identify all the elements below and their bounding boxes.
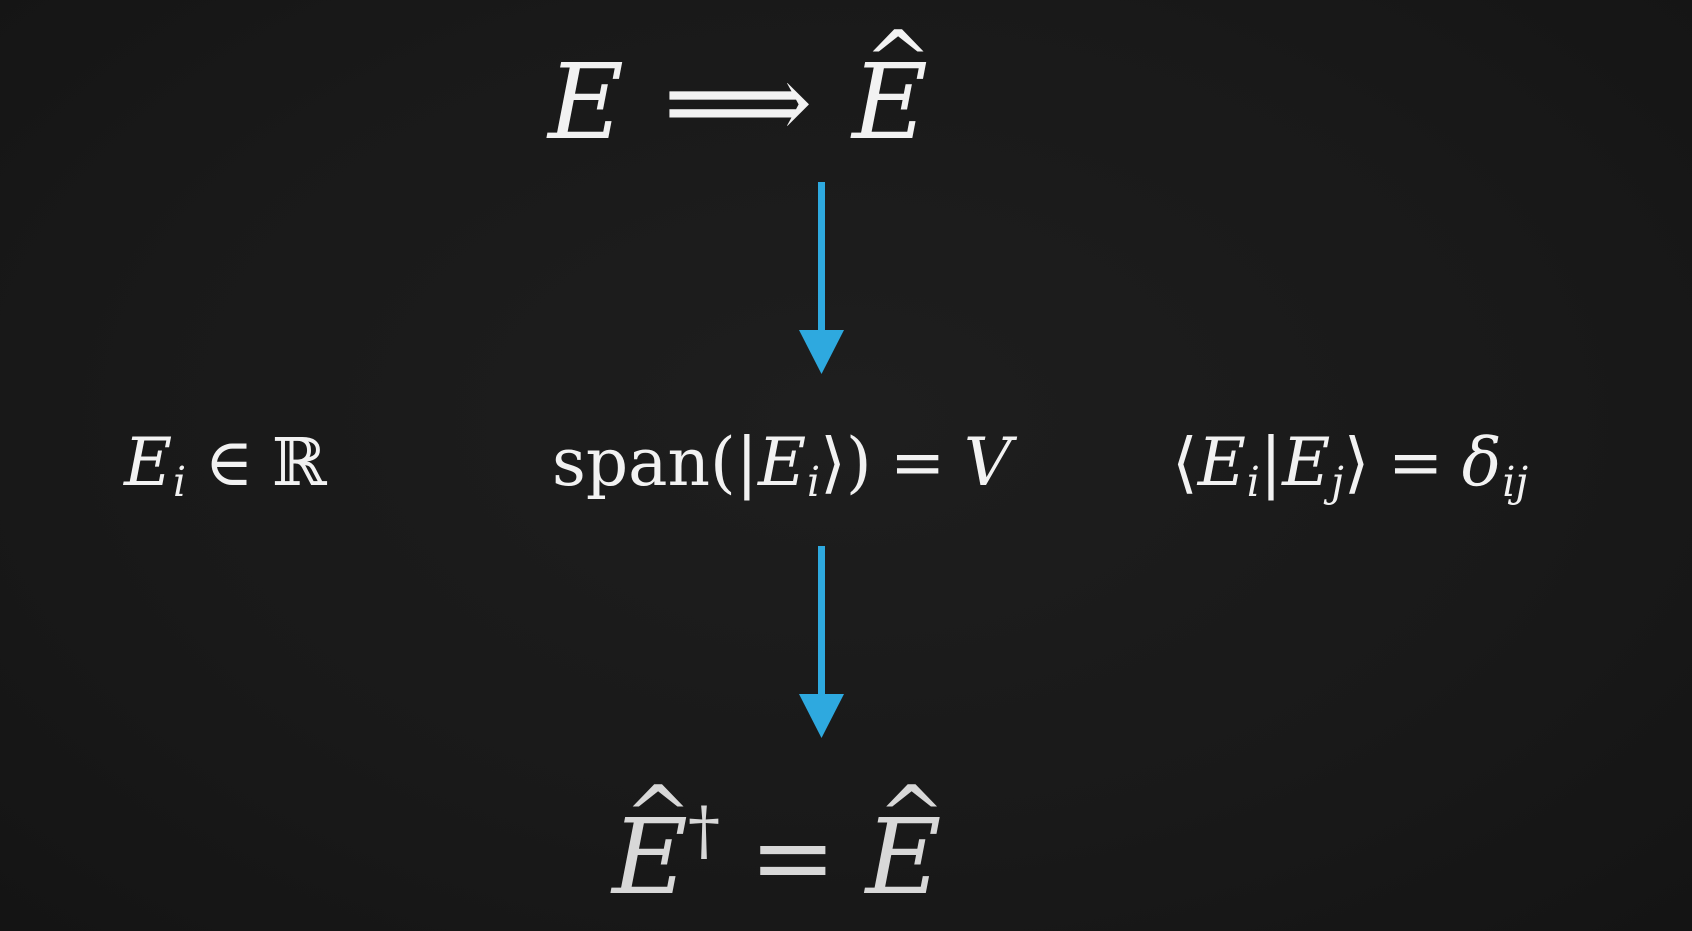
vector-space-symbol: V bbox=[963, 424, 1012, 501]
operator-letter-3: E bbox=[865, 795, 942, 918]
arrow-head-1 bbox=[799, 330, 844, 374]
equals-symbol: = bbox=[890, 424, 946, 501]
ket-symbol: E bbox=[757, 424, 807, 501]
bra-open: ⟨ bbox=[1172, 424, 1198, 501]
bra-symbol: E bbox=[1197, 424, 1246, 501]
ket-symbol-2: E bbox=[1282, 424, 1331, 501]
ket-index-2: j bbox=[1331, 458, 1344, 507]
observable-symbol: E bbox=[548, 41, 624, 163]
operator-letter-2: E bbox=[612, 795, 688, 918]
arrow-shaft-2 bbox=[818, 546, 825, 698]
eigenvectors-orthonormal: ⟨Ei|Ej⟩ = δij bbox=[1172, 430, 1528, 503]
kronecker-delta: δ bbox=[1461, 424, 1502, 501]
span-open: (| bbox=[709, 424, 758, 501]
span-close: ⟩) bbox=[820, 424, 872, 501]
element-of-symbol: ∈ bbox=[204, 424, 254, 501]
delta-index: ij bbox=[1502, 458, 1529, 507]
operator-symbol: ^ E bbox=[852, 22, 932, 154]
arrow-top-to-middle bbox=[799, 182, 844, 374]
real-numbers-symbol: ℝ bbox=[271, 424, 327, 501]
operator-letter: E bbox=[852, 41, 928, 163]
ket-close: ⟩ bbox=[1343, 424, 1370, 501]
span-function: span bbox=[552, 424, 710, 501]
hat-mark: ^ bbox=[864, 15, 933, 110]
operator-dagger-symbol: ^ E bbox=[612, 777, 692, 909]
bra-index: i bbox=[1246, 458, 1260, 507]
arrow-middle-to-bottom bbox=[799, 546, 844, 738]
implies-symbol: ⟹ bbox=[663, 41, 813, 163]
equals-symbol-2: = bbox=[1388, 424, 1444, 501]
hat-mark-3: ^ bbox=[877, 770, 946, 865]
equals-symbol-3: = bbox=[749, 795, 837, 918]
operator-implication: E ⟹ ^ E bbox=[548, 22, 932, 154]
dagger-symbol: † bbox=[687, 794, 721, 869]
hat-mark-2: ^ bbox=[624, 770, 693, 865]
eigenvalue-symbol: E bbox=[124, 424, 173, 501]
eigenvalue-index: i bbox=[173, 458, 187, 507]
arrow-shaft-1 bbox=[818, 182, 825, 334]
ket-index: i bbox=[806, 458, 821, 507]
hermitian-condition: ^ E† = ^ E bbox=[612, 777, 946, 909]
arrow-head-2 bbox=[799, 694, 844, 738]
braket-bar: | bbox=[1259, 424, 1283, 501]
operator-symbol-3: ^ E bbox=[866, 777, 946, 909]
eigenvalues-real: Ei ∈ ℝ bbox=[124, 430, 327, 503]
eigenvectors-span: span(|Ei⟩) = V bbox=[552, 430, 1012, 503]
